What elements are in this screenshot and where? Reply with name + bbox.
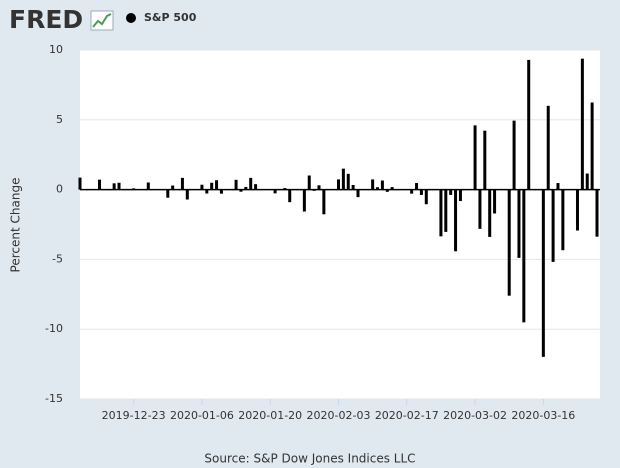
y-axis-label: Percent Change xyxy=(9,178,23,273)
x-tick-label: 2020-01-06 xyxy=(170,409,234,422)
y-tick-label: -10 xyxy=(45,322,63,335)
legend-label: S&P 500 xyxy=(144,11,197,24)
x-tick-label: 2020-01-20 xyxy=(238,409,302,422)
y-tick-label: -5 xyxy=(52,252,63,265)
bar xyxy=(219,189,223,194)
bar xyxy=(356,189,360,198)
bar xyxy=(107,189,111,191)
bar xyxy=(580,58,584,190)
bar xyxy=(200,184,204,190)
x-tick-label: 2020-02-03 xyxy=(307,409,371,422)
y-tick-label: 10 xyxy=(49,43,63,56)
bar xyxy=(244,186,248,190)
x-tick-label: 2020-03-16 xyxy=(511,409,575,422)
bar xyxy=(439,189,443,237)
bar xyxy=(449,189,453,195)
bar xyxy=(132,188,136,190)
bar xyxy=(415,183,419,190)
bar xyxy=(185,189,189,200)
bar xyxy=(254,184,258,190)
y-tick-label: -15 xyxy=(45,392,63,405)
x-tick-label: 2020-02-17 xyxy=(375,409,439,422)
bar xyxy=(78,177,82,190)
bar xyxy=(419,189,423,195)
bar xyxy=(561,189,565,251)
bar xyxy=(234,179,238,190)
bar xyxy=(507,189,511,296)
bar xyxy=(307,175,311,190)
bar xyxy=(556,183,560,190)
bar xyxy=(493,189,497,214)
bar xyxy=(575,189,579,231)
bar xyxy=(288,189,292,203)
bar xyxy=(551,189,555,262)
bar xyxy=(376,187,380,190)
x-tick-label: 2019-12-23 xyxy=(102,409,166,422)
bar xyxy=(180,177,184,190)
bar xyxy=(117,182,121,190)
y-tick-label: 5 xyxy=(56,113,63,126)
bar xyxy=(483,130,487,190)
bar xyxy=(488,189,492,237)
x-tick-label: 2020-03-02 xyxy=(443,409,507,422)
bar xyxy=(541,189,545,357)
logo: FRED xyxy=(9,5,83,34)
bar xyxy=(546,105,550,190)
bar xyxy=(522,189,526,323)
bar xyxy=(385,189,389,192)
bar xyxy=(205,189,209,194)
bar xyxy=(444,189,448,232)
plot-area xyxy=(80,50,600,399)
bar xyxy=(312,189,316,191)
bar xyxy=(346,173,350,190)
bar xyxy=(249,177,253,190)
bar xyxy=(322,189,326,215)
bar xyxy=(380,180,384,190)
legend-marker xyxy=(126,13,136,23)
bar xyxy=(210,182,214,190)
bar xyxy=(337,179,340,190)
bar xyxy=(478,189,482,229)
bar xyxy=(454,189,458,252)
bar xyxy=(527,59,531,190)
bar xyxy=(239,189,243,192)
bar xyxy=(410,189,414,194)
bar xyxy=(512,120,516,190)
bar xyxy=(273,189,277,194)
y-tick-label: 0 xyxy=(56,183,63,196)
bar xyxy=(517,189,521,258)
bar xyxy=(166,189,170,198)
bar xyxy=(171,185,175,190)
source: Source: S&P Dow Jones Indices LLC xyxy=(204,452,415,466)
bar xyxy=(473,125,477,190)
bar xyxy=(595,189,599,237)
bar xyxy=(112,183,116,190)
bar xyxy=(341,168,345,190)
bar xyxy=(351,184,355,190)
bar xyxy=(146,182,150,190)
bar xyxy=(283,188,287,190)
bar xyxy=(371,179,375,190)
bar xyxy=(424,189,428,205)
bar xyxy=(302,189,306,212)
bar xyxy=(458,189,462,202)
bar xyxy=(585,173,589,190)
bar xyxy=(390,187,394,190)
bar xyxy=(98,179,102,190)
bar xyxy=(215,180,219,190)
bar xyxy=(317,185,321,190)
logo-icon xyxy=(90,10,114,31)
bar xyxy=(590,102,594,190)
